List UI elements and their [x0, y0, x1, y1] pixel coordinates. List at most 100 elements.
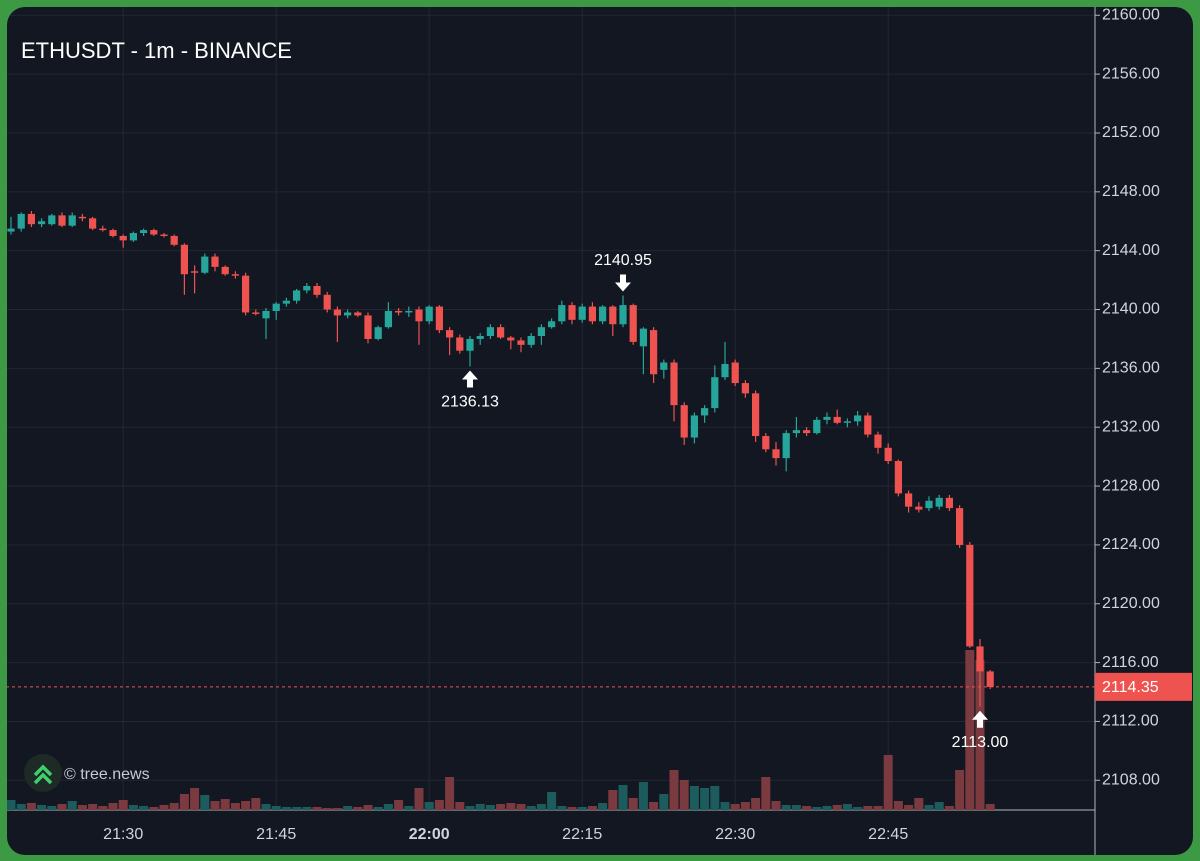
volume-bar [353, 807, 363, 810]
candle-body [170, 235, 178, 245]
volume-bar [618, 785, 628, 810]
volume-bar [445, 777, 455, 810]
candle-body [803, 430, 811, 434]
candle-body [180, 244, 188, 275]
volume-bar [383, 804, 393, 810]
volume-bar [261, 804, 271, 810]
low-marker-arrow [462, 370, 478, 388]
candle-body [772, 449, 780, 459]
volume-bar [781, 805, 791, 810]
volume-bar [190, 788, 200, 810]
volume-bar [7, 800, 16, 810]
volume-bar [37, 805, 47, 810]
candle-body [262, 310, 270, 319]
candle-body [894, 461, 902, 494]
candle-body [527, 336, 535, 345]
volume-bar [934, 802, 944, 810]
candle-body [925, 500, 933, 509]
volume-bar [159, 805, 169, 810]
y-tick-label: 2136.00 [1102, 360, 1160, 377]
candle-body [782, 433, 790, 459]
x-tick-label: 21:30 [103, 826, 143, 843]
y-tick-label: 2120.00 [1102, 595, 1160, 612]
x-tick-label: 22:00 [409, 826, 450, 843]
y-tick-label: 2156.00 [1102, 65, 1160, 82]
candle-body [201, 256, 209, 273]
candle-body [486, 327, 494, 337]
volume-bar [883, 755, 893, 810]
volume-bar [434, 800, 444, 810]
candle-body [129, 233, 137, 241]
volume-bar [210, 801, 220, 810]
volume-bar [506, 803, 516, 810]
high-marker-label: 2140.95 [594, 252, 652, 269]
y-tick-label: 2148.00 [1102, 183, 1160, 200]
volume-bar [771, 801, 781, 810]
volume-bar [251, 798, 261, 810]
volume-bar [302, 807, 312, 810]
volume-bar [975, 660, 985, 810]
candle-body [517, 340, 525, 345]
volume-bar [179, 794, 189, 810]
candle-body [639, 328, 647, 347]
y-tick-label: 2108.00 [1102, 772, 1160, 789]
candle-body [650, 330, 658, 375]
volume-bar [587, 806, 597, 810]
volume-bar [16, 804, 26, 810]
volume-bar [88, 804, 98, 810]
volume-bar [740, 802, 750, 810]
volume-bar [689, 786, 699, 810]
y-tick-label: 2140.00 [1102, 301, 1160, 318]
volume-bar [26, 803, 36, 810]
volume-bar [659, 794, 669, 810]
volume-bar [679, 780, 689, 810]
y-tick-label: 2124.00 [1102, 536, 1160, 553]
candle-body [364, 315, 372, 339]
candle-body [89, 218, 97, 229]
volume-bar [669, 770, 679, 810]
candle-body [405, 310, 413, 313]
volume-bar [118, 800, 128, 810]
candle-body [466, 338, 474, 351]
volume-bar [720, 802, 730, 810]
candle-body [792, 430, 800, 434]
volume-bar [608, 790, 618, 810]
candle-body [344, 312, 352, 316]
chart: ETHUSDT - 1m - BINANCE © tree.news 2160.… [7, 7, 1192, 855]
volume-bar [863, 806, 873, 810]
volume-bar [149, 807, 159, 810]
candle-body [48, 215, 56, 225]
volume-bar [914, 798, 924, 810]
candle-body [7, 228, 15, 232]
candle-body [823, 416, 831, 420]
volume-bar [322, 808, 332, 810]
candle-body [507, 337, 515, 341]
volume-bar [791, 805, 801, 810]
candle-body [741, 383, 749, 394]
volume-bar [924, 805, 934, 810]
candle-body [425, 306, 433, 322]
last-price-box [1095, 672, 1192, 701]
candle-body [140, 230, 148, 234]
volume-bar [67, 801, 77, 810]
x-tick-label: 21:45 [256, 826, 296, 843]
volume-bar [241, 801, 251, 810]
last-price-label: 2114.35 [1102, 679, 1159, 696]
volume-bar [57, 804, 67, 810]
candle-body [629, 305, 637, 342]
candle-body [833, 416, 841, 423]
low-marker-arrow [972, 710, 988, 728]
candle-body [986, 671, 994, 687]
y-tick-label: 2112.00 [1102, 713, 1159, 730]
candle-body [293, 290, 301, 301]
chart-panel: ETHUSDT - 1m - BINANCE © tree.news 2160.… [7, 7, 1193, 855]
candle-body [333, 309, 341, 316]
candle-body [966, 544, 974, 647]
candle-body [252, 312, 260, 314]
candle-body [548, 321, 556, 328]
volume-bar [577, 807, 587, 810]
candle-body [497, 327, 505, 338]
candle-body [721, 363, 729, 378]
candle-body [354, 312, 362, 316]
low-marker-label: 2113.00 [952, 734, 1009, 751]
